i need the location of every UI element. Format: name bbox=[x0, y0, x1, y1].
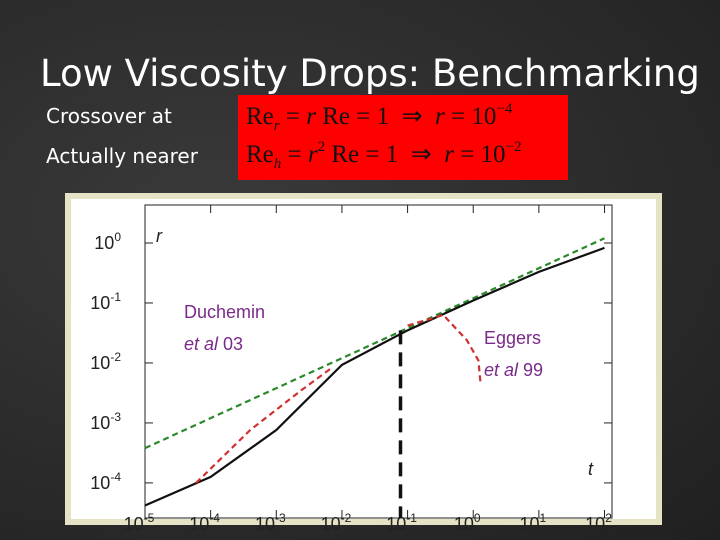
tick-exp: 0 bbox=[114, 230, 121, 244]
series-line bbox=[195, 366, 333, 484]
tick-exp: -1 bbox=[110, 290, 121, 304]
tick-exp: -4 bbox=[110, 470, 121, 484]
tick-label: 102 bbox=[585, 511, 612, 534]
annotation-italic: et al bbox=[184, 334, 219, 354]
equation: Rer = r Re = 1 ⇒ r = 10−4 bbox=[246, 101, 512, 135]
equation-part: −4 bbox=[496, 101, 513, 117]
tick-label: 10-3 bbox=[255, 511, 286, 534]
tick-base: 10 bbox=[386, 514, 406, 534]
equation-part: Re = 1 ⇒ bbox=[325, 141, 445, 168]
tick-label: 10-1 bbox=[386, 511, 417, 534]
tick-label: 10-1 bbox=[90, 290, 121, 313]
series-line bbox=[144, 246, 605, 507]
equation-part: −2 bbox=[505, 139, 522, 155]
tick-exp: -3 bbox=[110, 410, 121, 424]
tick-base: 10 bbox=[90, 473, 110, 493]
tick-label: 10-2 bbox=[90, 350, 121, 373]
tick-exp: -5 bbox=[144, 511, 155, 525]
equation-part: 2 bbox=[317, 139, 326, 155]
tick-exp: -1 bbox=[406, 511, 417, 525]
tick-exp: -3 bbox=[275, 511, 286, 525]
tick-label: 10-2 bbox=[321, 511, 352, 534]
tick-exp: 0 bbox=[474, 511, 481, 525]
tick-base: 10 bbox=[90, 353, 110, 373]
chart-panel bbox=[65, 193, 662, 525]
tick-base: 10 bbox=[255, 514, 275, 534]
x-axis-label: t bbox=[588, 459, 594, 479]
annotation: et al 03 bbox=[184, 334, 243, 354]
tick-label: 10-4 bbox=[90, 470, 121, 493]
equation-part: r bbox=[307, 141, 318, 168]
annotation-rest: 03 bbox=[218, 334, 243, 354]
equation-box: Rer = r Re = 1 ⇒ r = 10−4 Reh = r2 Re = … bbox=[238, 95, 568, 180]
equation-part: = bbox=[281, 141, 308, 168]
series-line bbox=[407, 313, 482, 386]
slide-title: Low Viscosity Drops: Benchmarking bbox=[40, 52, 700, 95]
tick-base: 10 bbox=[321, 514, 341, 534]
tick-base: 10 bbox=[189, 514, 209, 534]
equation-part: = 10 bbox=[453, 141, 506, 168]
tick-label: 100 bbox=[454, 511, 481, 534]
equation-part: r bbox=[444, 141, 454, 168]
tick-base: 10 bbox=[454, 514, 474, 534]
equation-part: r bbox=[273, 118, 280, 134]
annotation: et al 99 bbox=[484, 360, 543, 380]
tick-label: 10-3 bbox=[90, 410, 121, 433]
annotation: Duchemin bbox=[184, 302, 265, 322]
tick-label: 10-5 bbox=[124, 511, 155, 534]
tick-exp: -4 bbox=[209, 511, 220, 525]
tick-base: 10 bbox=[90, 413, 110, 433]
text-line: Actually nearer bbox=[46, 144, 198, 168]
equation-part: r bbox=[306, 103, 316, 130]
tick-exp: -2 bbox=[110, 350, 121, 364]
tick-exp: -2 bbox=[341, 511, 352, 525]
y-axis-label: r bbox=[156, 226, 163, 246]
plot-frame bbox=[144, 204, 613, 519]
tick-label: 10-4 bbox=[189, 511, 220, 534]
tick-exp: 2 bbox=[605, 511, 612, 525]
text-line: Crossover at bbox=[46, 104, 172, 128]
tick-label: 100 bbox=[94, 230, 121, 253]
tick-exp: 1 bbox=[540, 511, 547, 525]
equation-part: Re bbox=[246, 141, 274, 168]
annotation-italic: et al bbox=[484, 360, 519, 380]
equation-part: Re = 1 ⇒ bbox=[315, 103, 436, 130]
equation-part: r bbox=[435, 103, 445, 130]
equation-part: = bbox=[279, 103, 307, 130]
equation-part: h bbox=[273, 156, 282, 172]
tick-base: 10 bbox=[90, 293, 110, 313]
tick-base: 10 bbox=[585, 514, 605, 534]
tick-base: 10 bbox=[94, 233, 114, 253]
annotation: Eggers bbox=[484, 328, 541, 348]
tick-base: 10 bbox=[520, 514, 540, 534]
equation: Reh = r2 Re = 1 ⇒ r = 10−2 bbox=[246, 139, 522, 173]
annotation-rest: 99 bbox=[518, 360, 543, 380]
tick-base: 10 bbox=[124, 514, 144, 534]
series-line bbox=[144, 237, 605, 450]
equation-part: = 10 bbox=[444, 103, 497, 130]
equation-part: Re bbox=[246, 103, 274, 130]
tick-label: 101 bbox=[520, 511, 547, 534]
